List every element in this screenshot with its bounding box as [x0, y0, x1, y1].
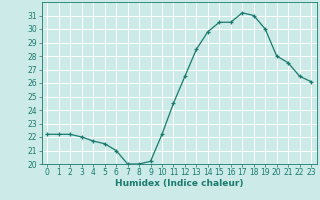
- X-axis label: Humidex (Indice chaleur): Humidex (Indice chaleur): [115, 179, 244, 188]
